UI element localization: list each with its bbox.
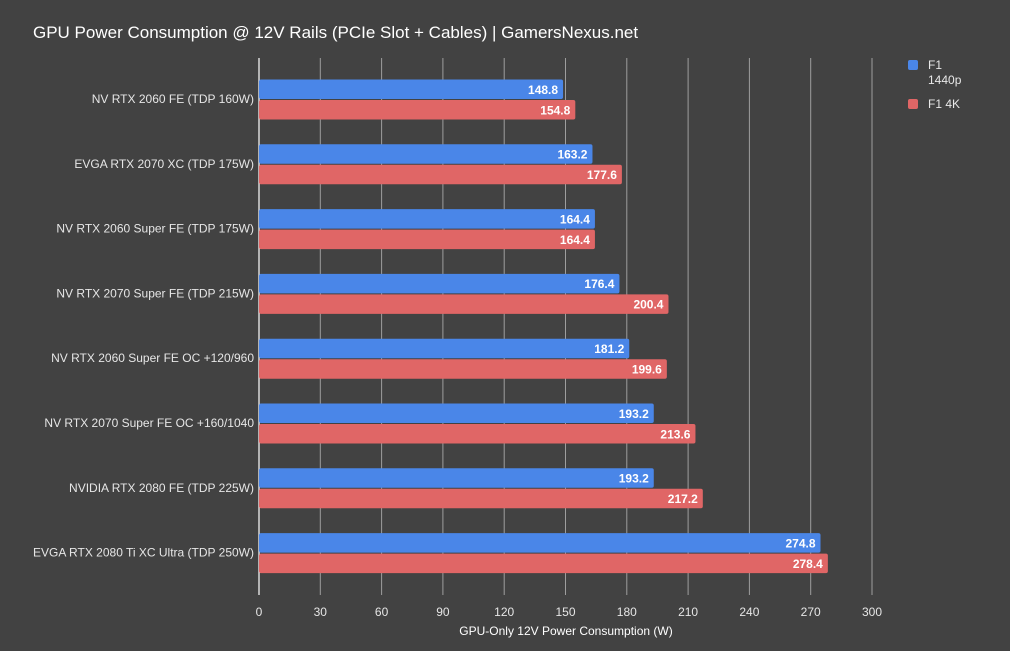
x-tick-label: 30 — [314, 605, 328, 619]
bar-f1-4k — [259, 229, 595, 250]
category-label: NV RTX 2060 Super FE (TDP 175W) — [56, 222, 254, 236]
x-tick-label: 90 — [436, 605, 450, 619]
x-axis-title: GPU-Only 12V Power Consumption (W) — [459, 624, 672, 638]
bar-f1-4k — [259, 488, 703, 509]
bar-f1-4k — [259, 359, 667, 379]
bar-value-label: 154.8 — [540, 103, 570, 117]
bar-value-label: 213.6 — [660, 427, 690, 441]
bar-f1-4k — [259, 424, 696, 444]
bar-f1-1440p — [259, 144, 593, 164]
chart-title: GPU Power Consumption @ 12V Rails (PCIe … — [33, 23, 639, 42]
bar-f1-4k — [259, 294, 669, 314]
bar-value-label: 164.4 — [560, 233, 590, 247]
x-tick-label: 180 — [617, 605, 637, 619]
bar-value-label: 177.6 — [587, 168, 617, 182]
bar-f1-4k — [259, 553, 828, 574]
bar-f1-4k — [259, 100, 576, 120]
bar-value-label: 193.2 — [619, 472, 649, 486]
x-tick-label: 120 — [494, 605, 514, 619]
x-tick-label: 270 — [801, 605, 821, 619]
category-label: NV RTX 2060 Super FE OC +120/960 — [51, 351, 254, 365]
bar-f1-1440p — [259, 403, 654, 423]
bar-value-label: 164.4 — [560, 212, 590, 226]
category-label: EVGA RTX 2070 XC (TDP 175W) — [74, 157, 254, 171]
x-tick-label: 0 — [256, 605, 263, 619]
bar-value-label: 181.2 — [594, 342, 624, 356]
legend-label: F1 1440p — [928, 58, 962, 87]
legend-label: F1 4K — [928, 97, 961, 111]
x-tick-label: 300 — [862, 605, 882, 619]
x-tick-label: 150 — [555, 605, 575, 619]
bar-value-label: 200.4 — [633, 298, 663, 312]
x-tick-label: 240 — [739, 605, 759, 619]
bar-f1-1440p — [259, 273, 620, 294]
bar-f1-1440p — [259, 79, 564, 99]
category-label: NVIDIA RTX 2080 FE (TDP 225W) — [69, 481, 254, 495]
bar-value-label: 278.4 — [793, 557, 823, 571]
x-tick-label: 60 — [375, 605, 389, 619]
bar-value-label: 163.2 — [557, 148, 587, 162]
bar-value-label: 176.4 — [584, 277, 614, 291]
bar-f1-1440p — [259, 338, 630, 359]
legend-swatch-red — [908, 99, 918, 109]
bar-f1-1440p — [259, 533, 821, 553]
category-label: NV RTX 2070 Super FE OC +160/1040 — [44, 416, 254, 430]
category-label: EVGA RTX 2080 Ti XC Ultra (TDP 250W) — [33, 546, 254, 560]
bar-f1-1440p — [259, 468, 654, 488]
x-tick-label: 210 — [678, 605, 698, 619]
category-label: NV RTX 2060 FE (TDP 160W) — [92, 92, 254, 106]
category-label: NV RTX 2070 Super FE (TDP 215W) — [56, 286, 254, 300]
bar-value-label: 274.8 — [785, 536, 815, 550]
legend-swatch-blue — [908, 60, 918, 70]
bar-value-label: 148.8 — [528, 83, 558, 97]
bar-f1-1440p — [259, 209, 595, 229]
bar-value-label: 193.2 — [619, 407, 649, 421]
bar-value-label: 199.6 — [632, 362, 662, 376]
bar-value-label: 217.2 — [668, 492, 698, 506]
bar-f1-4k — [259, 164, 622, 185]
